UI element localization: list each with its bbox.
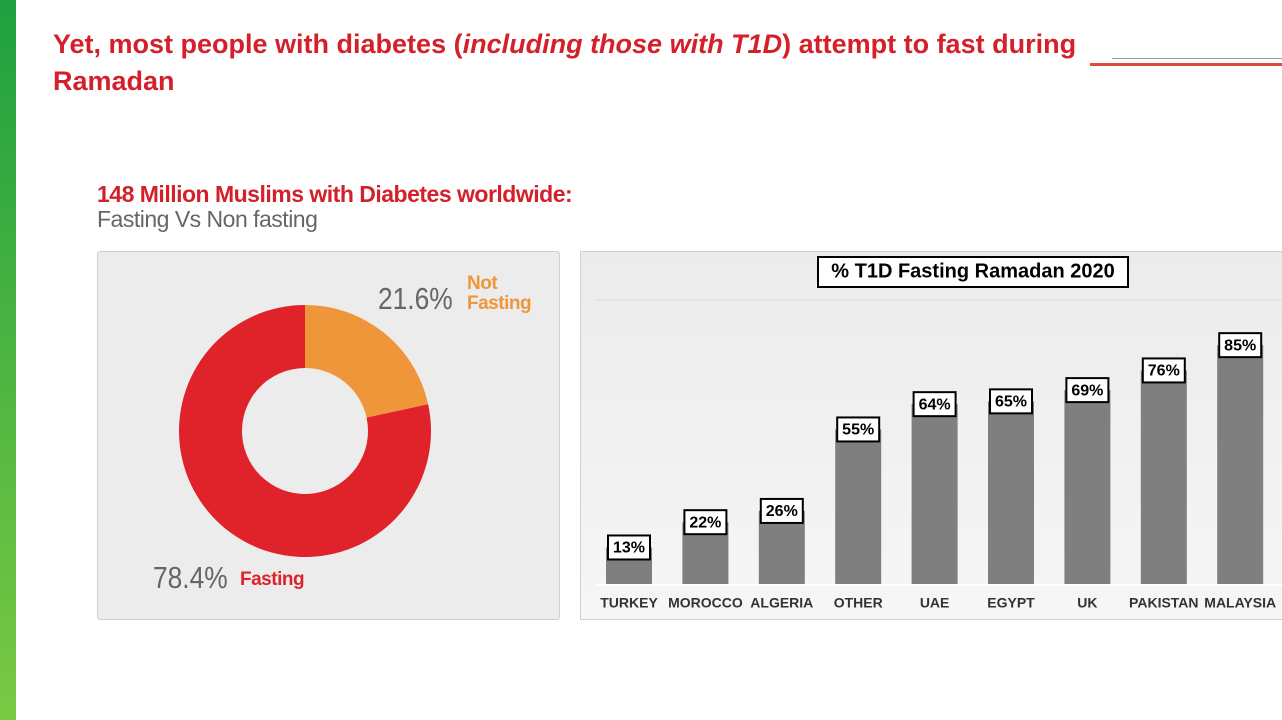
value-label: 26% (766, 503, 798, 520)
title-text: ) attempt to fast during Ramadan (53, 29, 1077, 96)
header-rule (1090, 63, 1282, 66)
x-tick-label: MALAYSIA (1204, 595, 1276, 611)
bar-title-box (817, 256, 1129, 288)
value-label: 64% (919, 396, 951, 413)
bar (835, 429, 882, 584)
value-label: 55% (842, 422, 874, 439)
donut-slice (178, 305, 431, 557)
category-label: Fasting (240, 569, 305, 590)
x-tick-label: PAKISTAN (1129, 595, 1198, 611)
green-stripe (0, 0, 16, 720)
title-italic: including those with T1D (462, 29, 783, 59)
x-tick-label: UK (1077, 595, 1097, 611)
header-rule-thin (1112, 58, 1282, 59)
bar-chart-title: % T1D Fasting Ramadan 2020 (831, 260, 1114, 282)
value-label-box (1141, 357, 1186, 384)
x-tick-label: OTHER (834, 595, 883, 611)
x-tick-label: TURKEY (600, 595, 658, 611)
donut-slice (305, 305, 429, 418)
value-label: 76% (1148, 363, 1180, 380)
value-label-box (912, 391, 957, 418)
value-label-box (836, 416, 881, 443)
subtitle: Fasting Vs Non fasting (97, 206, 318, 232)
value-label: 21.6% (378, 282, 453, 316)
value-label-box (1065, 377, 1110, 404)
bar (1217, 345, 1264, 584)
x-tick-label: ALGERIA (750, 595, 813, 611)
subtitle: 148 Million Muslims with Diabetes worldw… (97, 181, 573, 207)
value-label: 22% (689, 514, 721, 531)
bar (1140, 370, 1187, 584)
slide-title: Yet, most people with diabetes (includin… (53, 26, 1093, 100)
bar (911, 404, 958, 584)
value-label: 85% (1224, 337, 1256, 354)
value-label: 78.4% (153, 561, 228, 595)
value-label-box (989, 388, 1033, 415)
bar (1064, 390, 1111, 584)
value-label-box (683, 509, 728, 536)
value-label: 69% (1071, 382, 1103, 399)
value-label: 13% (613, 540, 645, 557)
value-label: 65% (995, 394, 1027, 411)
category-label: Not Fasting (467, 273, 532, 314)
value-label-box (759, 497, 804, 524)
value-label-box (607, 534, 651, 561)
title-text: Yet, most people with diabetes ( (53, 29, 463, 59)
bar (988, 401, 1034, 584)
x-tick-label: MOROCCO (668, 595, 743, 611)
value-label-box (1218, 332, 1263, 359)
x-tick-label: UAE (920, 595, 950, 611)
x-tick-label: EGYPT (987, 595, 1035, 611)
